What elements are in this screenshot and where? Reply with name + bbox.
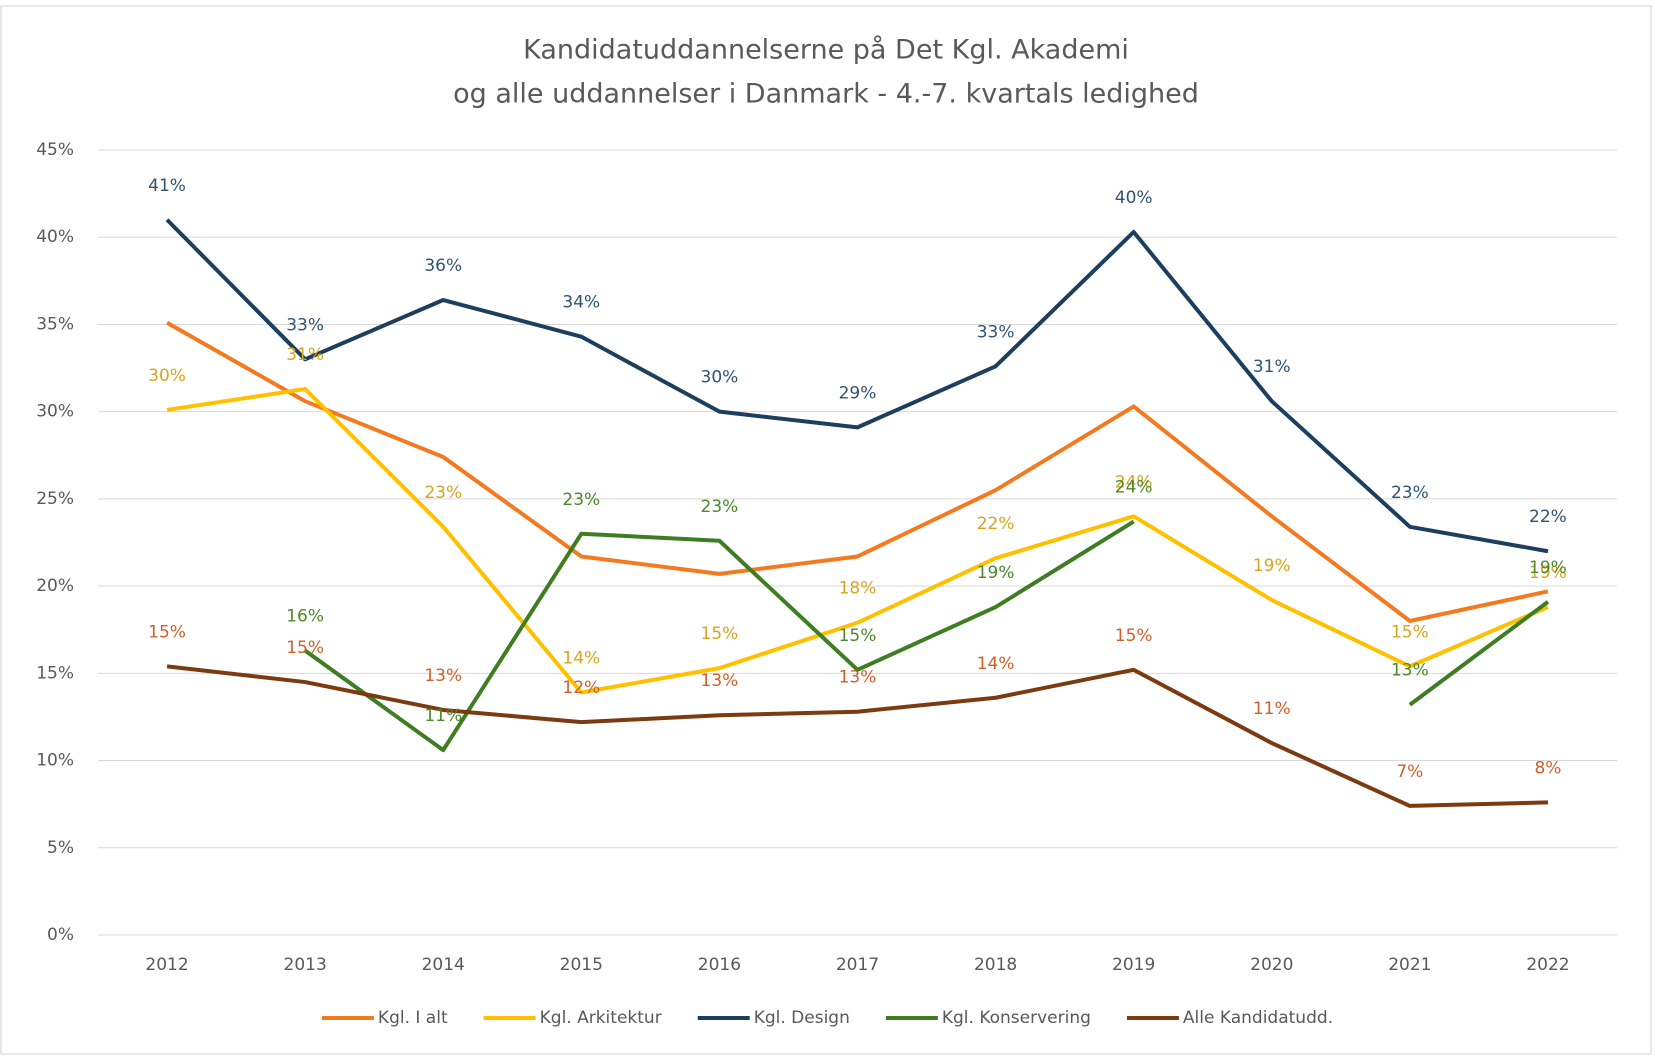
data-label: 22% [1529,507,1567,527]
chart-title: Kandidatuddannelserne på Det Kgl. Akadem… [523,35,1129,66]
x-tick-label: 2016 [698,955,741,975]
y-tick-label: 10% [36,751,74,771]
data-label: 19% [977,563,1015,583]
data-label: 15% [701,624,739,644]
data-label: 11% [1253,699,1291,719]
x-tick-label: 2012 [145,955,188,975]
x-tick-label: 2020 [1250,955,1293,975]
legend-label: Alle Kandidatudd. [1183,1008,1333,1028]
y-tick-label: 0% [47,925,74,945]
series-line [303,519,1550,753]
data-label: 30% [148,366,186,386]
series-line [166,664,1549,808]
y-tick-label: 15% [36,663,74,683]
legend-label: Kgl. I alt [378,1008,448,1028]
x-tick-label: 2019 [1112,955,1155,975]
y-tick-label: 45% [36,140,74,160]
data-label: 23% [424,483,462,503]
data-label: 40% [1115,188,1153,208]
data-label: 19% [1529,563,1567,583]
data-label: 15% [1391,622,1429,642]
data-label: 12% [562,678,600,698]
data-label: 15% [286,638,324,658]
y-tick-label: 5% [47,838,74,858]
series-line [165,218,1549,554]
x-tick-label: 2015 [560,955,603,975]
data-label: 13% [424,666,462,686]
x-tick-label: 2018 [974,955,1017,975]
x-tick-label: 2021 [1388,955,1431,975]
legend-label: Kgl. Arkitektur [540,1008,662,1028]
x-tick-label: 2022 [1526,955,1569,975]
data-label: 19% [1529,558,1567,578]
legend-label: Kgl. Konservering [942,1008,1091,1028]
data-label: 31% [1253,357,1291,377]
data-label: 23% [562,490,600,510]
legend-label: Kgl. Design [754,1008,850,1028]
series-line [166,386,1549,695]
y-tick-label: 20% [36,576,74,596]
data-label: 29% [839,383,877,403]
data-label: 15% [1115,626,1153,646]
series-line [166,320,1549,623]
data-label: 15% [148,622,186,642]
data-label: 23% [1391,483,1429,503]
y-tick-label: 35% [36,314,74,334]
x-tick-label: 2013 [284,955,327,975]
data-label: 11% [424,706,462,726]
data-label: 15% [839,626,877,646]
data-label: 30% [701,368,739,388]
y-tick-label: 30% [36,402,74,422]
chart-frame [0,5,1652,1055]
x-tick-label: 2014 [422,955,465,975]
data-label: 16% [286,607,324,627]
data-label: 31% [286,345,324,365]
data-label: 36% [424,256,462,276]
data-label: 13% [701,671,739,691]
y-tick-label: 25% [36,489,74,509]
data-label: 22% [977,514,1015,534]
data-label: 14% [977,654,1015,674]
data-label: 34% [562,293,600,313]
data-label: 8% [1534,758,1561,778]
data-label: 33% [286,315,324,335]
data-label: 24% [1115,478,1153,498]
data-label: 13% [1391,661,1429,681]
x-tick-label: 2017 [836,955,879,975]
data-label: 13% [839,668,877,688]
data-label: 33% [977,322,1015,342]
data-label: 18% [839,579,877,599]
y-tick-label: 40% [36,227,74,247]
data-label: 24% [1115,472,1153,492]
data-label: 23% [701,497,739,517]
data-label: 19% [1253,556,1291,576]
data-label: 14% [562,649,600,669]
data-label: 7% [1396,762,1423,782]
chart-title: og alle uddannelser i Danmark - 4.-7. kv… [453,79,1199,110]
data-label: 41% [148,176,186,196]
